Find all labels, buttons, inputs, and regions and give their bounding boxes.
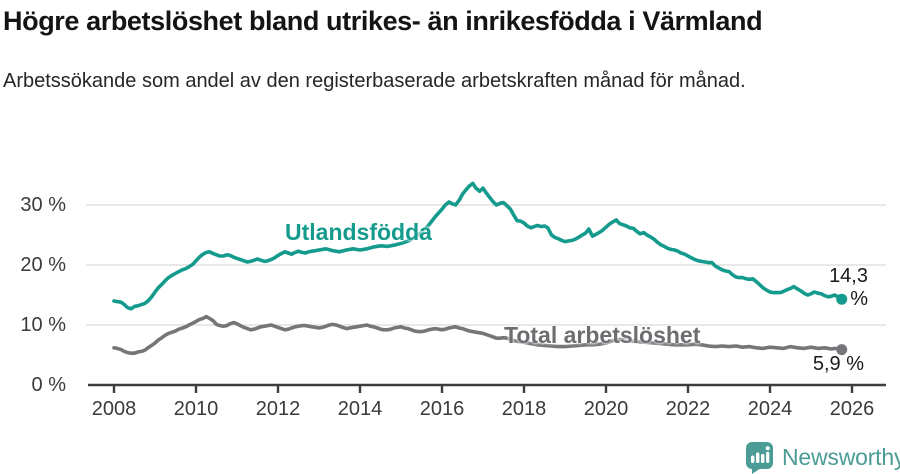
page-title: Högre arbetslöshet bland utrikes- än inr… (3, 6, 763, 36)
newsworthy-logo: Newsworthy (745, 441, 900, 474)
end-value-utlandsfodda: 14,3 % (829, 265, 868, 310)
series-line (112, 181, 844, 311)
x-tick-label: 2008 (91, 398, 137, 420)
x-axis (88, 383, 886, 393)
x-tick-label: 2018 (501, 398, 547, 420)
x-tick-label: 2016 (419, 398, 465, 420)
series-end-dot (836, 293, 848, 305)
y-tick-label: 10 % (20, 314, 66, 336)
x-tick-label: 2024 (747, 398, 793, 420)
chart-lines (112, 181, 844, 356)
chart-subtitle: Arbetssökande som andel av den registerb… (3, 70, 746, 92)
y-tick-label: 20 % (20, 254, 66, 276)
series-line (112, 314, 844, 356)
y-tick-label: 0 % (31, 374, 66, 396)
end-point-dots (836, 293, 848, 356)
x-tick-label: 2020 (583, 398, 629, 420)
x-tick-label: 2026 (829, 398, 875, 420)
y-tick-label: 30 % (20, 194, 66, 216)
x-tick-label: 2012 (255, 398, 301, 420)
gridlines (86, 204, 886, 326)
newsworthy-bubble-icon (746, 442, 773, 474)
x-tick-label: 2010 (173, 398, 219, 420)
series-label-total: Total arbetslöshet (504, 322, 701, 348)
x-tick-label: 2022 (665, 398, 711, 420)
series-label-utlandsfodda: Utlandsfödda (285, 219, 432, 245)
end-value-total: 5,9 % (812, 353, 864, 375)
x-tick-label: 2014 (337, 398, 383, 420)
series-end-dot (836, 344, 848, 356)
brand-name: Newsworthy (782, 444, 900, 470)
